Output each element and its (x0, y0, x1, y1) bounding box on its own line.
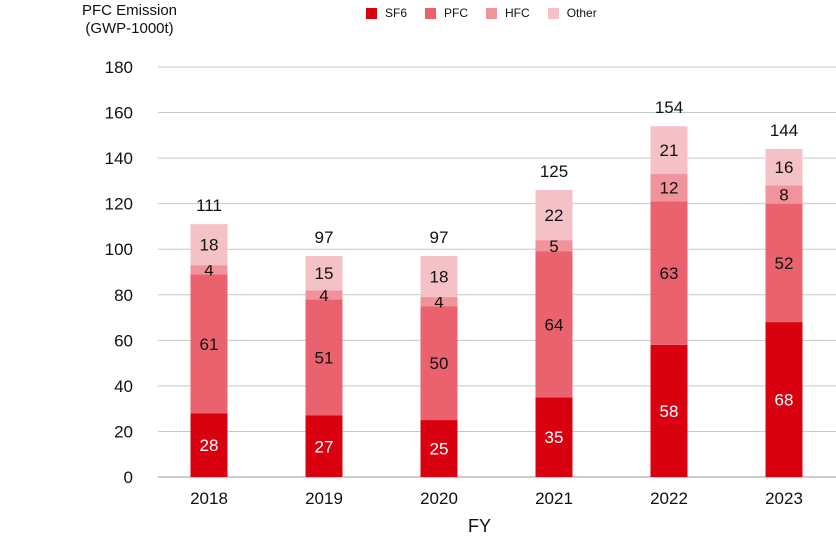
total-label-2018: 111 (196, 196, 222, 215)
data-label-hfc-2018: 4 (204, 261, 213, 280)
bar-segment-hfc-2021 (535, 240, 573, 252)
y-tick-label-160: 160 (105, 104, 133, 123)
bar-segment-other-2020 (420, 256, 458, 298)
legend: SF6 PFC HFC Other (366, 6, 597, 20)
data-label-sf6-2022: 58 (660, 402, 679, 421)
data-label-other-2022: 21 (660, 141, 679, 160)
bar-segment-other-2022 (650, 126, 688, 175)
y-tick-label-40: 40 (114, 377, 133, 396)
total-label-2020: 97 (430, 228, 449, 247)
data-label-pfc-2023: 52 (775, 254, 794, 273)
bar-segment-sf6-2020 (420, 420, 458, 477)
total-label-2023: 144 (770, 121, 798, 140)
data-label-sf6-2020: 25 (430, 440, 449, 459)
legend-label-sf6: SF6 (385, 6, 408, 20)
legend-swatch-sf6 (366, 7, 377, 19)
y-tick-label-20: 20 (114, 422, 133, 441)
x-tick-label-2019: 2019 (305, 489, 343, 508)
bar-segment-hfc-2020 (420, 297, 458, 307)
data-label-hfc-2022: 12 (660, 179, 679, 198)
bar-segment-sf6-2019 (305, 415, 343, 477)
data-label-pfc-2018: 61 (200, 335, 219, 354)
data-label-hfc-2019: 4 (319, 286, 328, 305)
data-label-hfc-2021: 5 (549, 237, 558, 256)
total-label-2021: 125 (540, 162, 568, 181)
y-tick-label-80: 80 (114, 286, 133, 305)
y-tick-label-180: 180 (105, 58, 133, 77)
data-label-pfc-2020: 50 (430, 354, 449, 373)
legend-label-pfc: PFC (444, 6, 469, 20)
data-label-other-2019: 15 (315, 264, 334, 283)
bar-segment-sf6-2022 (650, 344, 688, 477)
y-tick-label-120: 120 (105, 195, 133, 214)
bar-segment-pfc-2021 (535, 251, 573, 398)
x-tick-label-2021: 2021 (535, 489, 573, 508)
bar-segment-pfc-2023 (765, 203, 803, 323)
x-tick-label-2022: 2022 (650, 489, 688, 508)
bar-segment-other-2021 (535, 190, 573, 241)
data-label-sf6-2023: 68 (775, 391, 794, 410)
bar-segment-pfc-2020 (420, 306, 458, 421)
bar-segment-pfc-2022 (650, 201, 688, 345)
bar-segment-sf6-2023 (765, 322, 803, 477)
data-label-other-2021: 22 (545, 206, 564, 225)
data-label-pfc-2021: 64 (545, 315, 564, 334)
bar-segment-hfc-2022 (650, 174, 688, 202)
bar-segment-pfc-2019 (305, 299, 343, 416)
legend-item-other: Other (547, 6, 597, 20)
bar-segment-other-2023 (765, 149, 803, 186)
legend-swatch-other (547, 7, 559, 19)
legend-item-pfc: PFC (425, 6, 468, 20)
y-axis-title-line2: (GWP-1000t) (85, 20, 174, 37)
legend-item-hfc: HFC (486, 6, 530, 20)
data-label-sf6-2021: 35 (545, 428, 564, 447)
total-label-2022: 154 (655, 98, 683, 117)
bar-segment-hfc-2019 (305, 290, 343, 300)
legend-swatch-hfc (486, 7, 498, 19)
x-tick-label-2020: 2020 (420, 489, 458, 508)
bar-segment-sf6-2018 (190, 413, 228, 477)
x-tick-label-2023: 2023 (765, 489, 803, 508)
data-label-other-2018: 18 (200, 236, 219, 255)
y-tick-label-0: 0 (124, 468, 133, 487)
y-tick-label-60: 60 (114, 331, 133, 350)
bar-segment-sf6-2021 (535, 397, 573, 477)
x-tick-label-2018: 2018 (190, 489, 228, 508)
data-label-other-2023: 16 (775, 158, 794, 177)
data-label-hfc-2020: 4 (434, 293, 443, 312)
bar-segment-pfc-2018 (190, 274, 228, 414)
legend-label-hfc: HFC (505, 6, 530, 20)
x-axis-title: FY (468, 516, 492, 536)
bar-segment-hfc-2018 (190, 265, 228, 275)
bar-segment-other-2019 (305, 256, 343, 291)
data-label-pfc-2019: 51 (315, 348, 334, 367)
data-label-sf6-2019: 27 (315, 437, 334, 456)
legend-label-other: Other (566, 6, 597, 20)
bar-segment-hfc-2023 (765, 185, 803, 204)
y-tick-label-140: 140 (105, 149, 133, 168)
data-label-hfc-2023: 8 (779, 186, 788, 205)
y-tick-label-100: 100 (105, 240, 133, 259)
data-label-other-2020: 18 (430, 268, 449, 287)
y-axis-title-line1: PFC Emission (82, 2, 178, 19)
legend-item-sf6: SF6 (366, 6, 407, 20)
data-label-sf6-2018: 28 (200, 436, 219, 455)
total-label-2019: 97 (315, 228, 334, 247)
legend-swatch-pfc (425, 7, 437, 19)
y-axis-title: PFC Emission (GWP-1000t) (82, 2, 177, 38)
bar-segment-other-2018 (190, 224, 228, 266)
data-label-pfc-2022: 63 (660, 264, 679, 283)
